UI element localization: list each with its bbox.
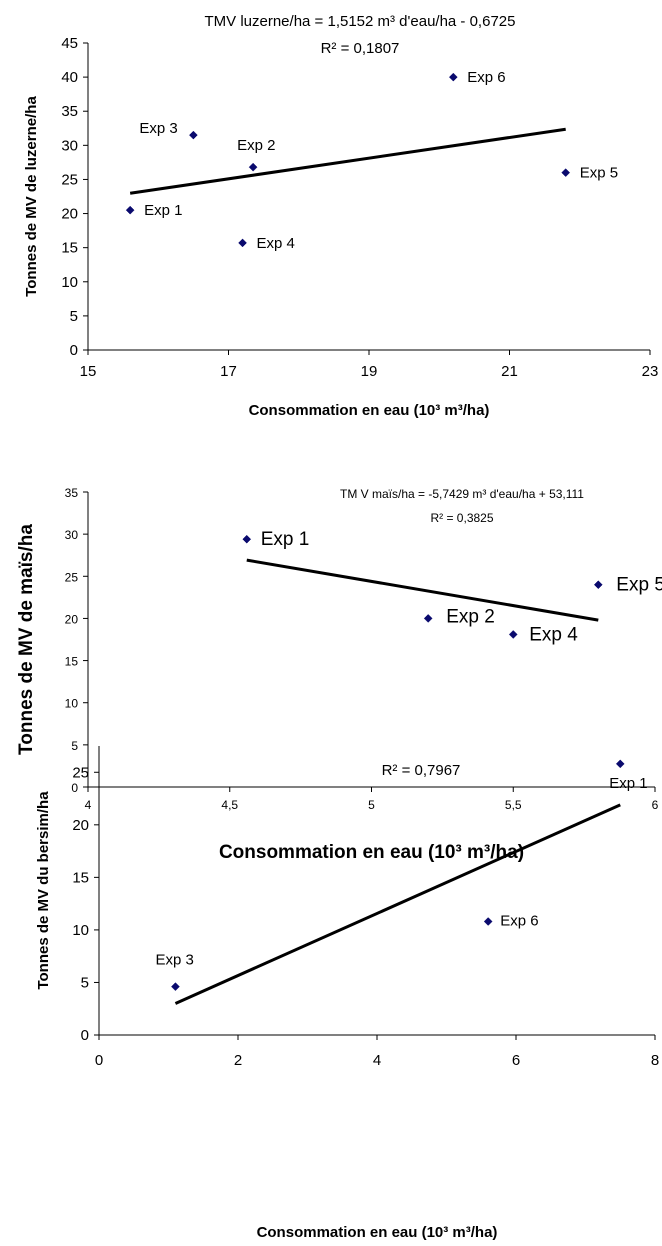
y-axis-title: Tonnes de MV de luzerne/ha (23, 96, 40, 297)
chart-1: 0 5 10 15 20 25 30 35 40 45 15 17 19 21 23 Consommation… (23, 13, 658, 419)
trendline (129, 127, 566, 195)
data-point-label: Exp 2 (237, 137, 275, 154)
x-tick-label: 4 (85, 798, 92, 812)
x-tick-label: 17 (220, 363, 237, 380)
x-tick-label: 5,5 (505, 798, 522, 812)
r-squared-label: R² = 0,1807 (321, 40, 400, 57)
y-tick-label: 25 (65, 570, 79, 584)
regression-equation: TM V maïs/ha = -5,7429 m³ d'eau/ha + 53,… (340, 487, 584, 501)
y-tick-label: 45 (61, 35, 78, 52)
data-point-label: Exp 4 (529, 624, 578, 645)
data-point (483, 917, 493, 926)
y-tick-label: 15 (72, 869, 89, 886)
data-point (248, 162, 258, 172)
r-squared-label: R² = 0,7967 (382, 762, 461, 779)
y-tick-label: 20 (65, 612, 79, 626)
x-axis-title: Consommation en eau (10³ m³/ha) (257, 1224, 498, 1241)
data-point (125, 205, 135, 215)
r-squared-label: R² = 0,3825 (430, 511, 493, 525)
y-tick-label: 25 (72, 764, 89, 781)
data-point-label: Exp 3 (139, 120, 177, 137)
data-point (508, 630, 518, 639)
data-point-label: Exp 1 (261, 529, 310, 550)
x-axis-title: Consommation en eau (10³ m³/ha) (249, 402, 490, 419)
data-point (189, 130, 198, 140)
x-tick-label: 21 (501, 363, 518, 380)
y-tick-label: 0 (71, 781, 78, 795)
x-tick-label: 4 (373, 1052, 381, 1069)
data-point (171, 982, 180, 992)
x-tick-label: 4,5 (221, 798, 238, 812)
regression-equation: TMV luzerne/ha = 1,5152 m³ d'eau/ha - 0,… (205, 13, 516, 30)
data-point-label: Exp 1 (144, 202, 182, 219)
y-tick-label: 35 (65, 486, 79, 500)
data-point (615, 759, 625, 769)
data-point-label: Exp 6 (467, 69, 505, 86)
data-point (448, 72, 458, 82)
y-tick-label: 25 (61, 171, 78, 188)
x-tick-label: 5 (368, 798, 375, 812)
data-point-label: Exp 2 (446, 606, 495, 627)
data-point (423, 614, 433, 623)
data-point-label: Exp 4 (257, 235, 295, 252)
x-tick-label: 19 (361, 363, 378, 380)
y-tick-label: 0 (81, 1027, 89, 1044)
data-point (561, 168, 571, 177)
data-point (593, 580, 603, 590)
y-tick-label: 15 (61, 240, 78, 257)
y-axis-title: Tonnes de MV du bersim/ha (35, 791, 52, 990)
data-point-label: Exp 3 (155, 952, 193, 969)
chart-2: 0 5 10 15 20 25 30 35 4 4,5 5 5,5 6 Consommation en e… (16, 486, 662, 863)
y-tick-label: 20 (61, 206, 78, 223)
x-tick-label: 6 (652, 798, 659, 812)
y-tick-label: 10 (72, 922, 89, 939)
data-point-label: Exp 5 (616, 575, 662, 596)
data-point-label: Exp 1 (609, 775, 647, 792)
y-tick-label: 15 (65, 655, 79, 669)
x-tick-label: 0 (95, 1052, 103, 1069)
y-axis-title: Tonnes de MV de maïs/ha (16, 524, 37, 755)
y-tick-label: 40 (61, 69, 78, 86)
y-tick-label: 0 (70, 342, 78, 359)
data-point-label: Exp 5 (580, 165, 618, 182)
x-tick-label: 6 (512, 1052, 520, 1069)
y-tick-label: 5 (70, 308, 78, 325)
trendline (246, 558, 599, 622)
y-tick-label: 20 (72, 817, 89, 834)
x-axis-title: Consommation en eau (10³ m³/ha) (219, 842, 524, 863)
y-tick-label: 10 (65, 697, 79, 711)
x-tick-label: 8 (651, 1052, 659, 1069)
y-tick-label: 30 (61, 137, 78, 154)
y-tick-label: 30 (65, 528, 79, 542)
y-tick-label: 35 (61, 103, 78, 120)
x-tick-label: 15 (80, 363, 97, 380)
y-tick-label: 10 (61, 274, 78, 291)
data-point (238, 238, 247, 248)
x-tick-label: 23 (642, 363, 659, 380)
trendline (174, 803, 621, 1005)
y-tick-label: 5 (81, 974, 89, 991)
data-point (242, 534, 252, 544)
y-tick-label: 5 (71, 739, 78, 753)
data-point-label: Exp 6 (500, 913, 538, 930)
x-tick-label: 2 (234, 1052, 242, 1069)
